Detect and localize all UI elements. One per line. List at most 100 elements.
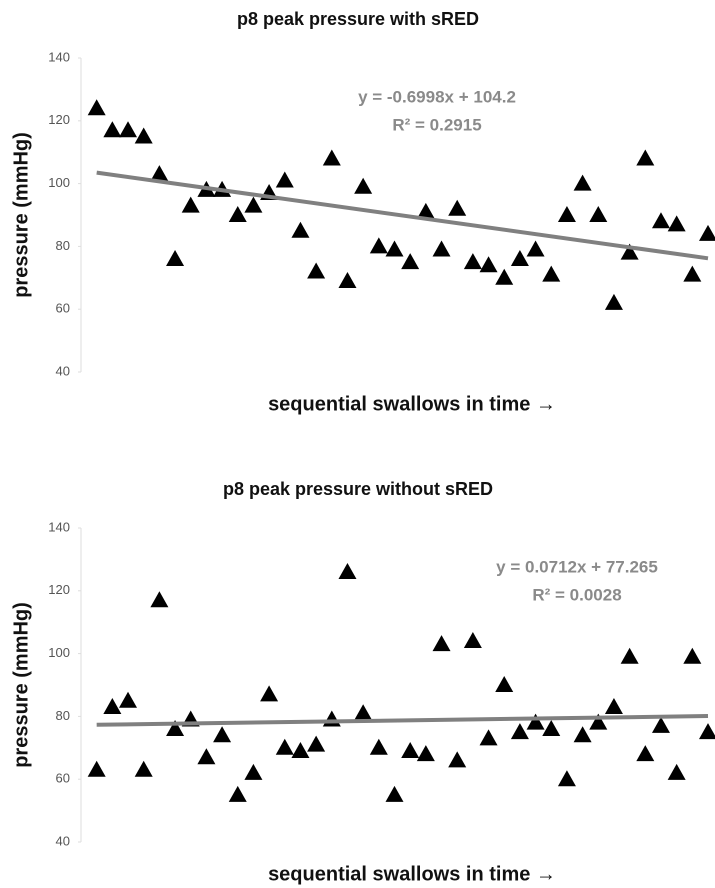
y-tick-label: 40 [56, 363, 70, 378]
data-point [103, 697, 122, 714]
data-point [322, 149, 341, 166]
x-axis-label: sequential swallows in time → [268, 393, 556, 415]
data-point [636, 745, 655, 762]
trend-equation: y = 0.0712x + 77.265 [496, 557, 658, 576]
data-point [620, 243, 639, 260]
data-point [87, 760, 106, 777]
data-point [683, 647, 702, 664]
data-point [119, 121, 138, 138]
data-point [369, 237, 388, 254]
data-point [667, 215, 686, 232]
y-tick-label: 60 [56, 771, 70, 786]
data-point [401, 253, 420, 270]
data-point [542, 265, 561, 282]
data-point [103, 121, 122, 138]
y-tick-label: 40 [56, 833, 70, 848]
data-point [573, 726, 592, 743]
data-point [307, 735, 326, 752]
data-point [228, 785, 247, 802]
data-point [448, 199, 467, 216]
data-point [244, 196, 263, 213]
data-point [134, 127, 153, 144]
data-point [291, 221, 310, 238]
data-point [604, 293, 623, 310]
data-point [338, 562, 357, 579]
y-tick-label: 100 [48, 175, 70, 190]
y-tick-label: 120 [48, 112, 70, 127]
y-tick-label: 80 [56, 238, 70, 253]
data-point [448, 751, 467, 768]
data-point [166, 719, 185, 736]
data-point [573, 174, 592, 191]
data-point [134, 760, 153, 777]
data-point [213, 726, 232, 743]
y-tick-label: 60 [56, 301, 70, 316]
y-tick-label: 100 [48, 645, 70, 660]
data-point [385, 240, 404, 257]
data-point [166, 249, 185, 266]
data-point [463, 253, 482, 270]
data-point [150, 165, 169, 182]
data-point [291, 741, 310, 758]
data-point [354, 704, 373, 721]
r-squared: R² = 0.2915 [392, 115, 481, 134]
data-point [150, 591, 169, 608]
data-point [620, 647, 639, 664]
data-point [307, 262, 326, 279]
data-point [244, 763, 263, 780]
data-point [557, 206, 576, 222]
data-point [651, 716, 670, 733]
y-axis-label: pressure (mmHg) [10, 132, 32, 298]
data-point [699, 224, 715, 241]
data-point [589, 206, 608, 222]
x-axis-label: sequential swallows in time → [268, 863, 556, 885]
trendline [96, 714, 709, 727]
data-point [495, 676, 514, 692]
data-point [510, 249, 529, 266]
data-point [636, 149, 655, 166]
data-point [479, 729, 498, 746]
trendline [96, 170, 709, 261]
data-point [401, 741, 420, 758]
data-point [589, 713, 608, 730]
y-tick-label: 80 [56, 708, 70, 723]
data-point [542, 719, 561, 736]
data-point [667, 763, 686, 780]
data-point [322, 710, 341, 727]
data-point [683, 265, 702, 282]
y-tick-label: 140 [48, 49, 70, 64]
data-point [432, 635, 451, 652]
data-point [228, 206, 247, 222]
data-point [119, 691, 138, 708]
data-point [260, 685, 279, 702]
data-point [275, 171, 294, 188]
chart-title: p8 peak pressure with sRED [237, 9, 479, 29]
data-point [275, 738, 294, 755]
data-point [338, 271, 357, 288]
data-point [526, 713, 545, 730]
chart-title: p8 peak pressure without sRED [223, 479, 493, 499]
data-point [651, 212, 670, 229]
data-point [557, 770, 576, 787]
data-point [197, 748, 216, 765]
data-point [699, 723, 715, 740]
data-point [463, 632, 482, 649]
data-point [432, 240, 451, 257]
data-point [479, 256, 498, 273]
data-point [526, 240, 545, 257]
data-point [416, 745, 435, 762]
data-point [604, 697, 623, 714]
data-point [416, 202, 435, 219]
trend-equation: y = -0.6998x + 104.2 [358, 87, 516, 106]
y-tick-label: 120 [48, 582, 70, 597]
y-tick-label: 140 [48, 519, 70, 534]
data-point [181, 196, 200, 213]
data-point [495, 268, 514, 285]
data-point [87, 99, 106, 116]
data-point [369, 738, 388, 755]
data-point [354, 177, 373, 194]
data-point [510, 723, 529, 740]
r-squared: R² = 0.0028 [532, 585, 621, 604]
